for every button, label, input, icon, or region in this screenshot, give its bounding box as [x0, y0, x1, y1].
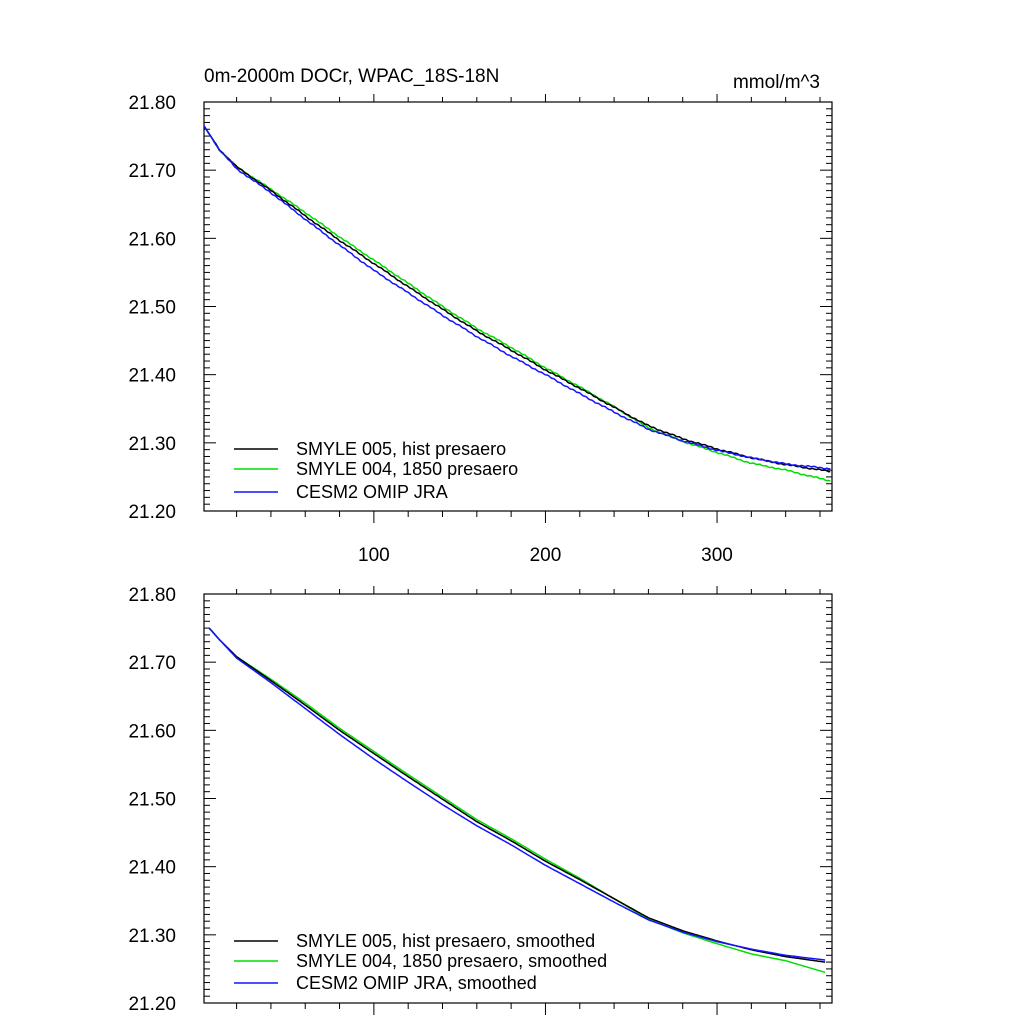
y-tick-label: 21.50 — [128, 298, 176, 319]
y-tick-label: 21.30 — [128, 434, 176, 455]
y-tick-label: 21.80 — [128, 93, 176, 114]
series-line-2 — [203, 125, 831, 482]
bottom-panel-smoothed: 21.20 21.30 21.40 21.50 21.60 21.70 21.80 SMYLE… — [128, 585, 833, 1015]
series-line-1 — [208, 627, 826, 963]
series-line-3 — [203, 125, 831, 470]
y-tick-label: 21.20 — [128, 994, 176, 1015]
x-tick-label: 100 — [358, 545, 390, 566]
y-tick-label: 21.20 — [128, 502, 176, 523]
chart-title: 0m-2000m DOCr, WPAC_18S-18N — [204, 66, 499, 87]
y-tick-label: 21.70 — [128, 653, 176, 674]
legend-label-1: SMYLE 005, hist presaero — [296, 439, 506, 459]
y-tick-label: 21.40 — [128, 366, 176, 387]
y-tick-label: 21.70 — [128, 161, 176, 182]
x-tick-label: 300 — [701, 545, 733, 566]
series-line-1 — [203, 125, 831, 473]
series-line-2 — [208, 627, 826, 974]
y-tick-label: 21.40 — [128, 858, 176, 879]
y-tick-label: 21.80 — [128, 585, 176, 606]
units-label: mmol/m^3 — [733, 72, 820, 93]
y-tick-label: 21.60 — [128, 229, 176, 250]
legend-label-2: SMYLE 004, 1850 presaero, smoothed — [296, 951, 607, 971]
y-tick-label: 21.50 — [128, 790, 176, 811]
series-line-3 — [208, 627, 826, 961]
legend-label-2: SMYLE 004, 1850 presaero — [296, 459, 518, 479]
top-panel-raw: 21.20 21.30 21.40 21.50 21.60 21.70 21.80 100 20… — [128, 66, 833, 566]
legend-label-1: SMYLE 005, hist presaero, smoothed — [296, 931, 595, 951]
legend-label-3: CESM2 OMIP JRA — [296, 482, 448, 502]
x-tick-label: 200 — [530, 545, 562, 566]
y-tick-label: 21.30 — [128, 926, 176, 947]
y-tick-label: 21.60 — [128, 721, 176, 742]
legend-label-3: CESM2 OMIP JRA, smoothed — [296, 973, 537, 993]
